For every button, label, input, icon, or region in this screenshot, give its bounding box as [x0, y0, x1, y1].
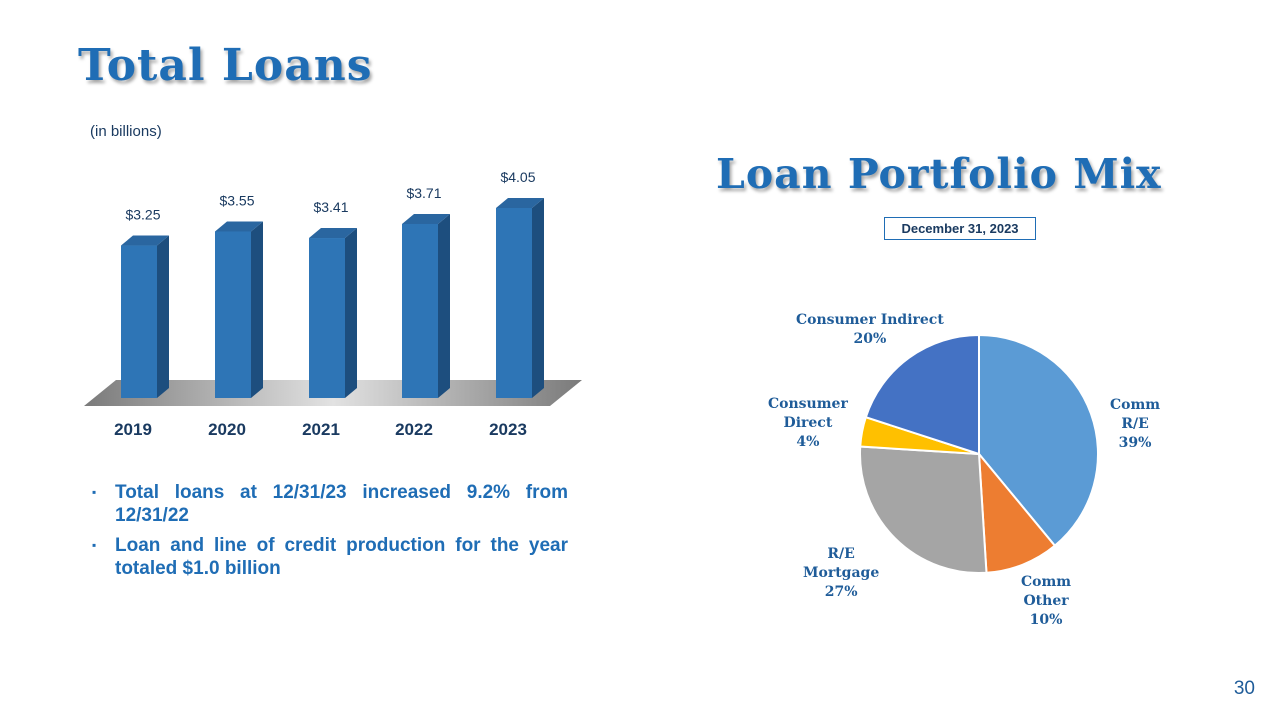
slice-label-comm-re: Comm R/E 39% — [1110, 396, 1160, 453]
slice-label-comm-other: Comm Other 10% — [1021, 573, 1071, 630]
key-points-list: ▪ Total loans at 12/31/23 increased 9.2% … — [90, 481, 568, 587]
pie-slice — [978, 333, 1099, 548]
slice-label-line: Comm — [1021, 574, 1072, 590]
bullet-marker-icon: ▪ — [92, 485, 97, 499]
units-label: (in billions) — [90, 123, 162, 140]
bullet-item: ▪ Total loans at 12/31/23 increased 9.2% … — [90, 481, 568, 527]
bullet-text: Loan and line of credit production for t… — [115, 535, 568, 579]
slice-label-line: Consumer — [768, 396, 848, 412]
slice-label-percent: 20% — [853, 331, 887, 347]
slice-label-re-mortgage: R/E Mortgage 27% — [803, 545, 879, 602]
slice-label-line: Other — [1023, 593, 1069, 609]
bullet-item: ▪ Loan and line of credit production for … — [90, 534, 568, 580]
bullet-marker-icon: ▪ — [92, 538, 97, 552]
date-label: December 31, 2023 — [884, 217, 1036, 240]
slice-label-percent: 10% — [1029, 612, 1063, 628]
total-loans-title: Total Loans — [78, 40, 373, 91]
slice-label-percent: 4% — [796, 434, 820, 450]
slice-label-line: Mortgage — [803, 565, 880, 581]
slice-label-consumer-direct: Consumer Direct 4% — [768, 395, 848, 452]
page-number: 30 — [1233, 678, 1255, 699]
slice-label-percent: 27% — [824, 584, 858, 600]
pie-slice — [977, 450, 1057, 574]
slice-label-line: Comm — [1110, 397, 1161, 413]
slice-label-consumer-indirect: Consumer Indirect 20% — [796, 311, 944, 349]
slice-label-line: Direct — [783, 415, 833, 431]
slice-label-line: R/E — [1121, 416, 1149, 432]
loan-portfolio-mix-title: Loan Portfolio Mix — [716, 150, 1162, 198]
bullet-text: Total loans at 12/31/23 increased 9.2% f… — [115, 482, 568, 526]
pie-slice — [864, 333, 980, 456]
slice-label-percent: 39% — [1118, 435, 1152, 451]
slice-label-line: R/E — [827, 546, 855, 562]
pie-slice — [859, 445, 988, 574]
slice-label-line: Consumer Indirect — [796, 312, 944, 328]
